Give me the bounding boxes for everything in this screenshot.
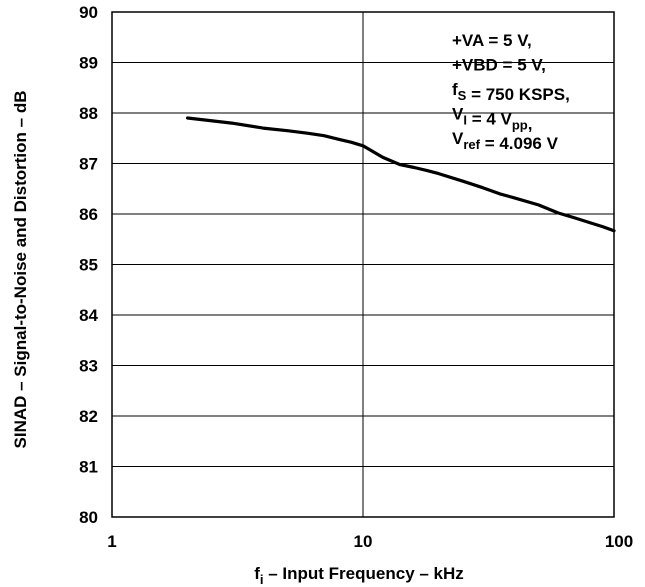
series-line-0 [186,116,616,233]
y-tick-88: 88 [79,104,98,123]
x-tick-100: 100 [605,532,633,551]
y-tick-85: 85 [79,256,98,275]
annotation-line-3: fS = 750 KSPS, [452,80,570,104]
conditions-annotation: +VA = 5 V, +VBD = 5 V, fS = 750 KSPS,VI = … [452,31,570,153]
plot-frame [111,11,615,518]
annotation-line-1: +VA = 5 V, [452,31,532,50]
y-tick-81: 81 [79,458,98,477]
grid [111,11,615,518]
y-tick-89: 89 [79,54,98,73]
y-axis-label: SINAD – Signal-to-Noise and Distortion –… [11,91,30,449]
y-tick-90: 90 [79,3,98,22]
y-tick-80: 80 [79,508,98,527]
annotation-line-5: Vref = 4.096 V [452,129,559,153]
y-tick-84: 84 [79,306,98,325]
x-tick-10: 10 [354,532,373,551]
annotation-line-4: VI = 4 Vpp, [452,105,532,134]
y-tick-87: 87 [79,155,98,174]
annotation-line-2: +VBD = 5 V, [452,56,546,75]
series-layer [186,116,616,233]
y-tick-labels: 80 81 82 83 84 85 86 87 88 89 90 [79,3,98,527]
x-tick-1: 1 [107,532,116,551]
y-tick-83: 83 [79,357,98,376]
y-tick-82: 82 [79,407,98,426]
x-tick-labels: 1 10 100 [107,532,633,551]
y-tick-86: 86 [79,205,98,224]
x-axis-label: fi – Input Frequency – kHz [254,564,464,587]
